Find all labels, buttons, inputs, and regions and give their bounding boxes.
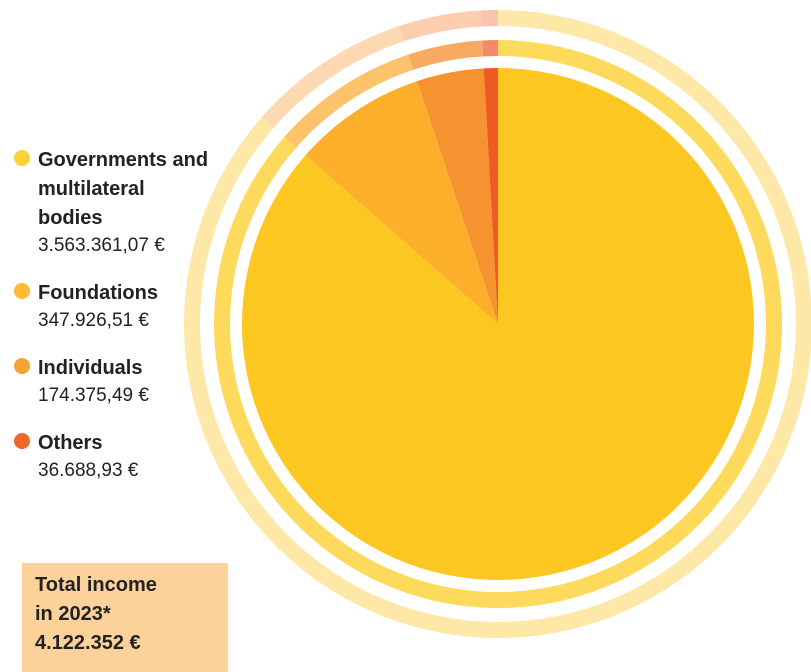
total-income-amount: 4.122.352 € [35, 632, 141, 654]
legend-dot-foundations [14, 283, 30, 299]
legend-dot-others [14, 433, 30, 449]
legend-label-individuals: Individuals [38, 357, 143, 379]
legend-amount-foundations: 347.926,51 € [38, 310, 149, 331]
total-income-year: in 2023* [35, 603, 111, 625]
legend-label-governments: Governments and multilateral bodies [38, 149, 209, 229]
legend-dot-individuals [14, 358, 30, 374]
legend-label-others: Others [38, 432, 103, 454]
legend-amount-individuals: 174.375,49 € [38, 385, 149, 406]
legend-dot-governments [14, 150, 30, 166]
legend-item-governments: Governments and multilateral bodies 3.56… [14, 146, 214, 259]
legend-amount-others: 36.688,93 € [38, 460, 139, 481]
pie-slice-individuals [417, 68, 498, 324]
total-income-box: Total income in 2023* 4.122.352 € [22, 563, 228, 672]
total-income-label: Total income [35, 574, 157, 596]
legend-amount-governments: 3.563.361,07 € [38, 235, 165, 256]
pie-slice-others [483, 68, 498, 324]
legend-item-foundations: Foundations 347.926,51 € [14, 279, 214, 334]
pie-slice-foundations [305, 81, 498, 325]
legend-item-others: Others 36.688,93 € [14, 429, 214, 484]
legend-label-foundations: Foundations [38, 282, 158, 304]
legend: Governments and multilateral bodies 3.56… [14, 146, 214, 484]
legend-item-individuals: Individuals 174.375,49 € [14, 354, 214, 409]
